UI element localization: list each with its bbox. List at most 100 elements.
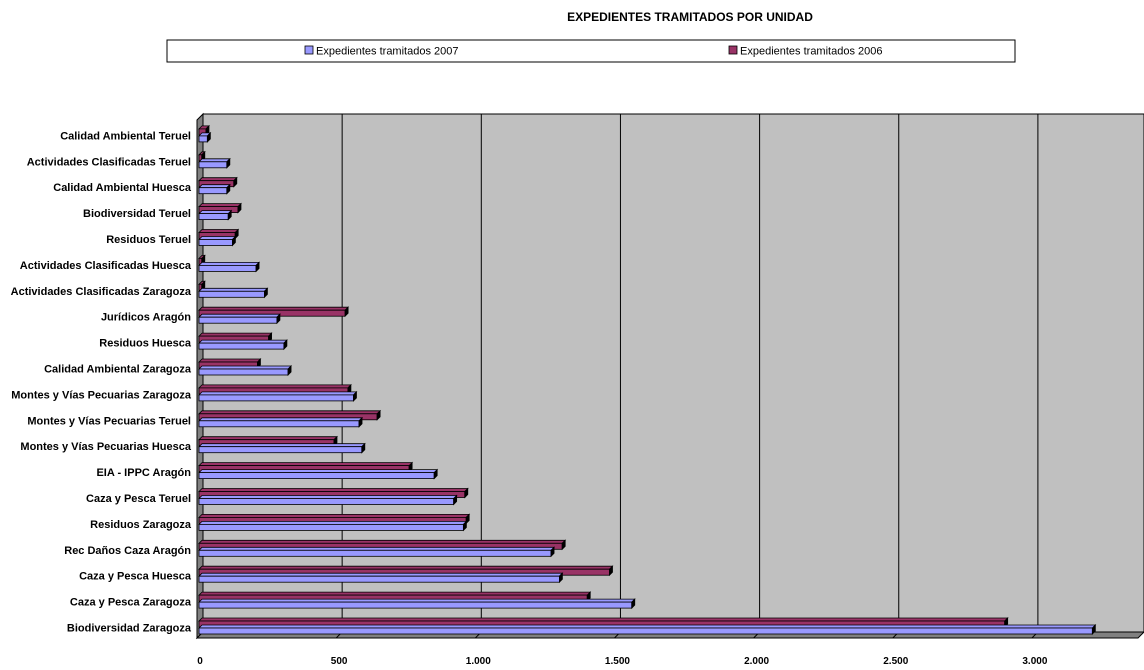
x-tick-label: 0 [197, 656, 203, 667]
bar-end-cap [361, 442, 366, 454]
bar-top-face [198, 417, 363, 422]
bar-end-cap [287, 365, 292, 376]
bar-2006 [198, 409, 382, 421]
category-label: Caza y Pesca Zaragoza [70, 597, 192, 609]
bar-front-face [198, 575, 560, 583]
x-tick-label: 500 [331, 656, 348, 667]
bar-top-face [198, 546, 556, 551]
bar-front-face [198, 498, 455, 505]
bar-top-face [198, 443, 366, 448]
bar-top-face [198, 306, 350, 311]
bar-end-cap [558, 572, 563, 584]
bar-front-face [198, 290, 265, 298]
bar-front-face [198, 368, 289, 376]
bar-top-face [198, 539, 567, 544]
bar-top-face [198, 210, 233, 215]
bar-end-cap [237, 202, 242, 214]
bar-end-cap [226, 157, 231, 169]
x-tick-label: 2.000 [744, 656, 769, 667]
bar-top-face [198, 495, 458, 499]
bar-front-face [198, 187, 228, 195]
bar-end-cap [609, 565, 613, 577]
bar-2007 [198, 572, 564, 584]
bar-end-cap [276, 313, 281, 325]
bar-front-face [198, 627, 1093, 635]
bar-end-cap [226, 183, 231, 195]
bar-2007 [198, 494, 458, 506]
bar-top-face [198, 203, 242, 208]
bar-end-cap [358, 416, 363, 428]
bar-top-face [198, 488, 469, 492]
bar-end-cap [550, 546, 555, 558]
legend-label-2006: Expedientes tramitados 2006 [740, 46, 882, 58]
bar-front-face [198, 394, 354, 402]
bar-2006 [198, 176, 238, 188]
bar-end-cap [344, 306, 349, 318]
bar-top-face [198, 287, 269, 292]
bar-front-face [198, 601, 633, 609]
bar-top-face [198, 436, 338, 441]
bar-top-face [198, 598, 636, 603]
bar-2006 [198, 435, 338, 447]
category-label: Montes y Vías Pecuarias Zaragoza [11, 389, 192, 401]
bar-2007 [198, 287, 269, 299]
bar-2006 [198, 487, 469, 499]
category-label: Rec Daños Caza Aragón [64, 545, 191, 557]
bar-top-face [198, 358, 262, 363]
bar-end-cap [631, 598, 636, 610]
bar-top-face [198, 521, 468, 525]
legend-label-2007: Expedientes tramitados 2007 [316, 46, 458, 58]
bar-top-face [198, 591, 592, 596]
x-tick-label: 2.500 [883, 656, 908, 667]
bar-front-face [198, 524, 464, 531]
bar-end-cap [264, 287, 268, 299]
bar-end-cap [353, 390, 357, 402]
bar-top-face [198, 332, 273, 337]
category-label: Montes y Vías Pecuarias Teruel [27, 415, 191, 427]
bar-end-cap [283, 339, 288, 351]
bar-top-face [198, 158, 231, 163]
bar-end-cap [255, 261, 260, 273]
legend-swatch-2006 [728, 45, 738, 55]
bar-top-face [198, 184, 231, 189]
category-label: Caza y Pesca Teruel [86, 493, 191, 505]
bar-front-face [198, 342, 285, 350]
bar-top-face [198, 365, 293, 370]
bar-2006 [198, 539, 567, 551]
bar-front-face [198, 239, 233, 246]
bar-top-face [198, 177, 238, 182]
category-label: Montes y Vías Pecuarias Huesca [20, 441, 191, 453]
bar-front-face [198, 472, 435, 480]
x-tick-label: 1.000 [466, 656, 491, 667]
bar-2007 [198, 624, 1097, 635]
bar-2006 [198, 202, 242, 214]
bar-end-cap [453, 494, 458, 506]
category-label: Residuos Huesca [99, 338, 192, 350]
bar-2007 [198, 339, 288, 351]
bar-top-face [198, 339, 288, 344]
bar-top-face [198, 410, 382, 415]
bar-end-cap [462, 520, 467, 532]
bar-front-face [198, 135, 208, 143]
bar-front-face [198, 161, 228, 169]
bar-front-face [198, 549, 552, 557]
category-label: EIA - IPPC Aragón [96, 467, 191, 479]
category-label: Biodiversidad Teruel [83, 208, 191, 220]
bar-top-face [198, 462, 414, 467]
legend-box [166, 39, 1016, 63]
bar-end-cap [561, 539, 566, 551]
bar-top-face [198, 469, 439, 474]
bar-2007 [198, 131, 212, 143]
bar-top-face [198, 617, 1009, 622]
bar-2006 [198, 617, 1009, 628]
bar-top-face [198, 236, 237, 240]
category-label: Jurídicos Aragón [101, 312, 191, 324]
bar-end-cap [231, 235, 236, 247]
bar-2007 [198, 390, 358, 402]
bar-top-face [198, 624, 1097, 629]
bar-top-face [198, 261, 261, 266]
x-tick-label: 1.500 [605, 656, 630, 667]
bar-front-face [198, 420, 360, 428]
bar-top-face [198, 391, 358, 396]
bar-top-face [198, 313, 281, 318]
